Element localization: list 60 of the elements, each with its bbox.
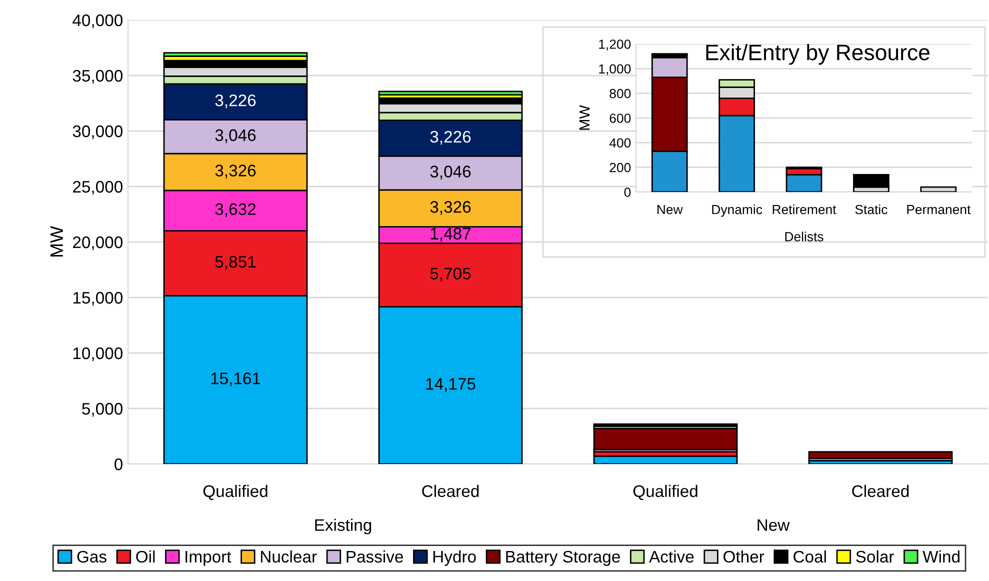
data-label: 3,326 <box>215 164 256 178</box>
bar <box>853 174 890 188</box>
data-label: 3,226 <box>215 94 256 108</box>
annotation: Delists <box>785 232 824 242</box>
chart-title: Exit/Entry by Resource <box>706 44 930 65</box>
legend-label: Import <box>186 551 232 566</box>
y-tick-label: 30,000 <box>72 125 122 140</box>
legend-label: Coal <box>794 550 826 563</box>
data-label: 3,226 <box>430 130 471 145</box>
y-tick-label: 15,000 <box>73 292 122 306</box>
x-tick-label: New <box>657 204 683 214</box>
y-axis-title: MW <box>580 105 590 130</box>
legend-label: Hydro <box>433 550 476 566</box>
legend-label: Battery Storage <box>506 550 620 566</box>
data-label: 14,175 <box>426 378 476 392</box>
x-tick-label: Permanent <box>907 204 971 214</box>
data-label: 3,046 <box>215 129 256 144</box>
y-tick-label: 5,000 <box>82 402 122 417</box>
legend-label: Passive <box>346 550 403 563</box>
y-tick-label: 40,000 <box>72 14 122 28</box>
x-tick-label: Cleared <box>852 484 909 498</box>
y-tick-label: 400 <box>609 138 631 148</box>
data-label: 1,487 <box>430 228 471 242</box>
data-label: 3,632 <box>215 203 256 218</box>
legend-label: Gas <box>77 550 106 563</box>
data-label: 3,046 <box>430 166 471 180</box>
bar <box>808 451 953 460</box>
y-tick-label: 20,000 <box>73 236 122 250</box>
x-tick-label: Retirement <box>772 204 836 214</box>
bar <box>593 428 738 450</box>
legend-label: Solar <box>856 550 894 563</box>
text: Existing <box>315 518 372 534</box>
y-tick-label: 25,000 <box>73 180 122 195</box>
data-label: 5,705 <box>430 268 471 282</box>
x-tick-label: Qualified <box>633 484 698 500</box>
y-tick-label: 800 <box>610 88 631 98</box>
x-tick-label: Cleared <box>422 484 479 498</box>
y-axis-title: MW <box>50 226 63 257</box>
y-tick-label: 1,200 <box>599 40 631 50</box>
y-tick-label: 0 <box>624 188 631 197</box>
y-tick-label: 35,000 <box>72 70 122 84</box>
text: New <box>758 519 790 531</box>
data-label: 15,161 <box>211 372 260 386</box>
legend-label: Other <box>724 550 764 563</box>
y-tick-label: 600 <box>610 114 631 123</box>
bar <box>378 90 523 96</box>
legend-label: Nuclear <box>260 550 317 563</box>
data-label: 5,851 <box>215 256 256 270</box>
x-tick-label: Qualified <box>203 484 268 500</box>
x-tick-label: Dynamic <box>712 204 762 217</box>
bar <box>593 423 738 427</box>
legend-label: Active <box>649 550 694 563</box>
data-label: 3,326 <box>430 201 471 215</box>
y-tick-label: 10,000 <box>73 347 122 362</box>
y-tick-label: 0 <box>114 458 122 470</box>
legend-label: Wind <box>922 550 960 563</box>
y-tick-label: 1,000 <box>599 64 631 76</box>
legend-label: Oil <box>136 550 155 563</box>
y-tick-label: 200 <box>610 162 631 172</box>
x-tick-label: Static <box>855 204 888 214</box>
